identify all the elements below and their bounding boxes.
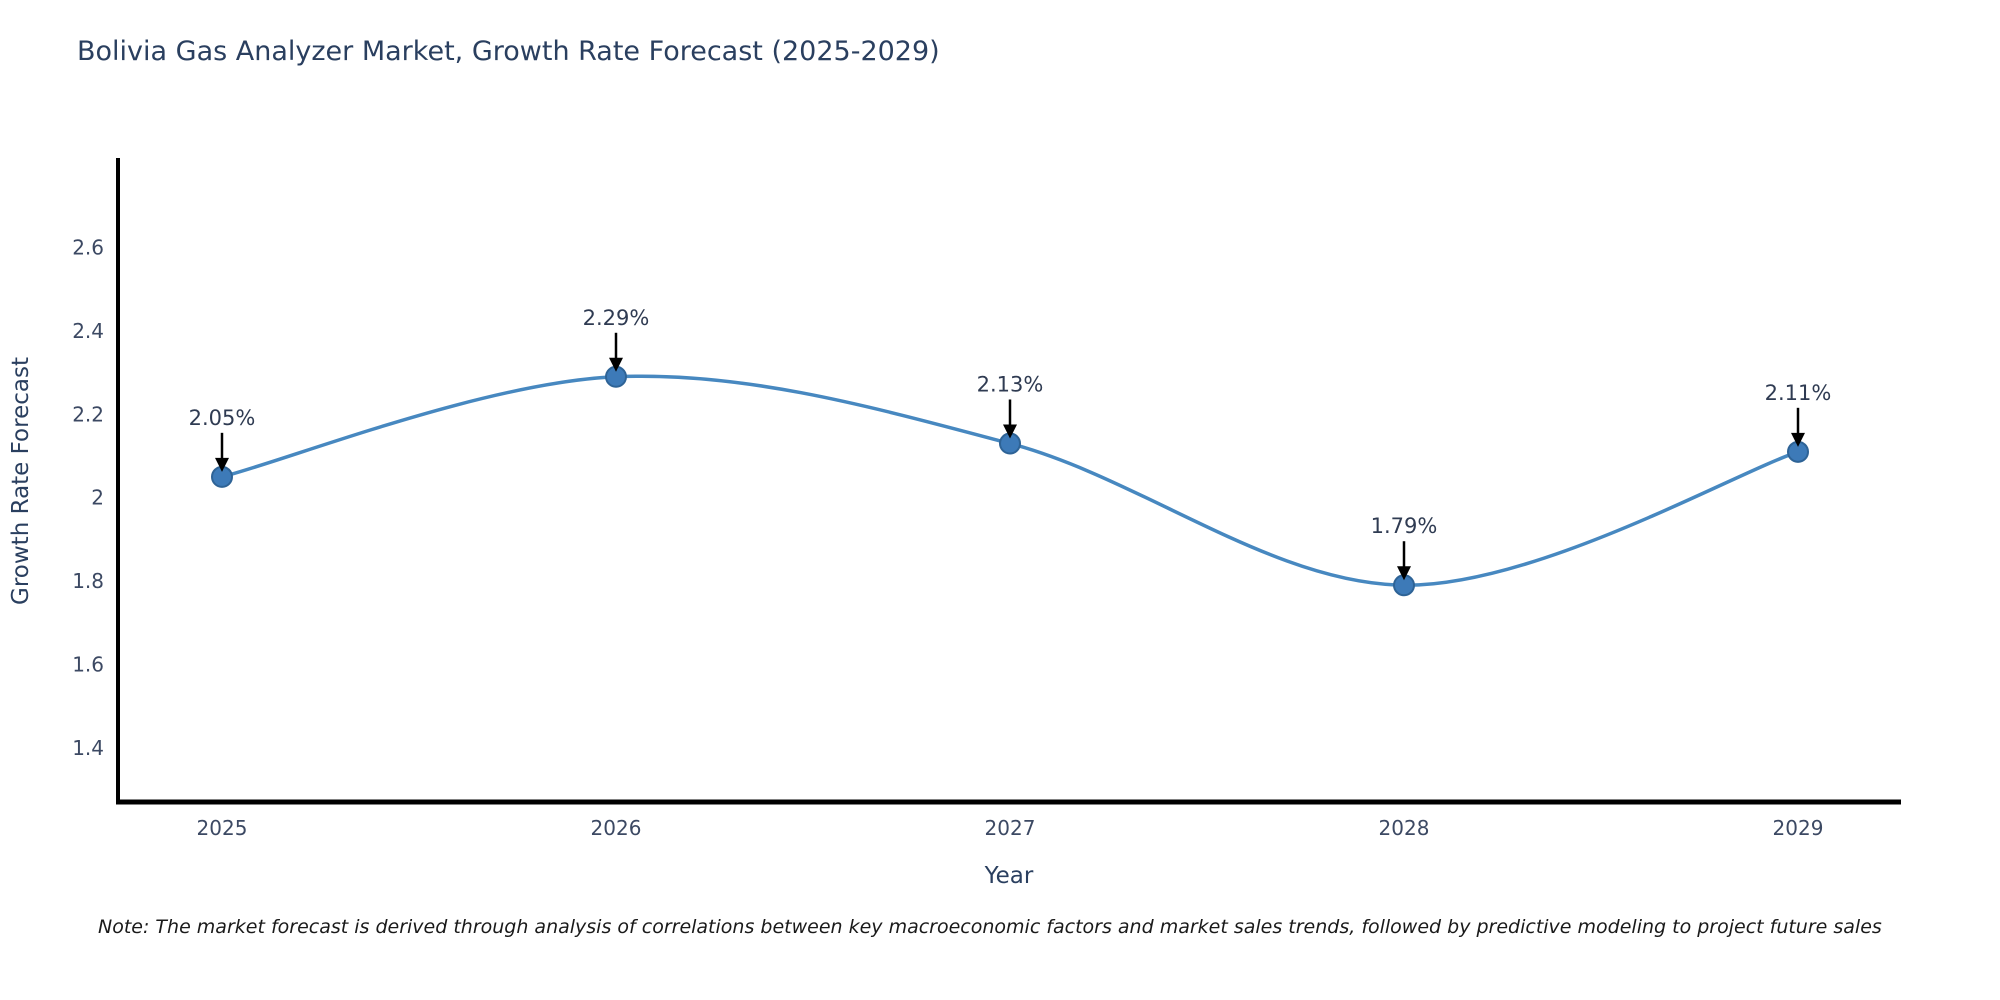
x-tick-label: 2029 (1773, 816, 1824, 840)
x-axis-tick-labels: 2025 2026 2027 2028 2029 (197, 816, 1824, 840)
x-tick-label: 2027 (985, 816, 1036, 840)
point-annotations: 2.05% 2.29% 2.13% 1.79% 2.11% (189, 306, 1832, 581)
y-tick-label: 2.6 (72, 236, 104, 260)
point-value-label: 2.29% (583, 306, 650, 330)
footnote: Note: The market forecast is derived thr… (98, 916, 1882, 938)
annotation-arrow-head (609, 357, 623, 372)
point-value-label: 2.11% (1765, 381, 1832, 405)
y-tick-label: 2.4 (72, 319, 104, 343)
point-value-label: 2.13% (977, 372, 1044, 396)
x-tick-label: 2025 (197, 816, 248, 840)
y-tick-label: 2.2 (72, 402, 104, 426)
y-tick-label: 1.4 (72, 736, 104, 760)
x-axis-title: Year (984, 863, 1034, 889)
x-tick-label: 2026 (591, 816, 642, 840)
y-axis-tick-labels: 1.4 1.6 1.8 2 2.2 2.4 2.6 (72, 236, 104, 760)
y-tick-label: 1.8 (72, 569, 104, 593)
chart-title: Bolivia Gas Analyzer Market, Growth Rate… (77, 36, 940, 67)
annotation-arrow-head (1791, 432, 1805, 447)
y-axis-title: Growth Rate Forecast (8, 357, 34, 605)
annotation-arrow-head (215, 457, 229, 472)
data-series (211, 365, 1809, 597)
point-value-label: 1.79% (1371, 514, 1438, 538)
point-value-label: 2.05% (189, 406, 256, 430)
y-tick-label: 1.6 (72, 652, 104, 676)
annotation-arrow-head (1003, 424, 1017, 439)
y-tick-label: 2 (91, 486, 104, 510)
annotation-arrow-head (1397, 566, 1411, 581)
x-tick-label: 2028 (1379, 816, 1430, 840)
